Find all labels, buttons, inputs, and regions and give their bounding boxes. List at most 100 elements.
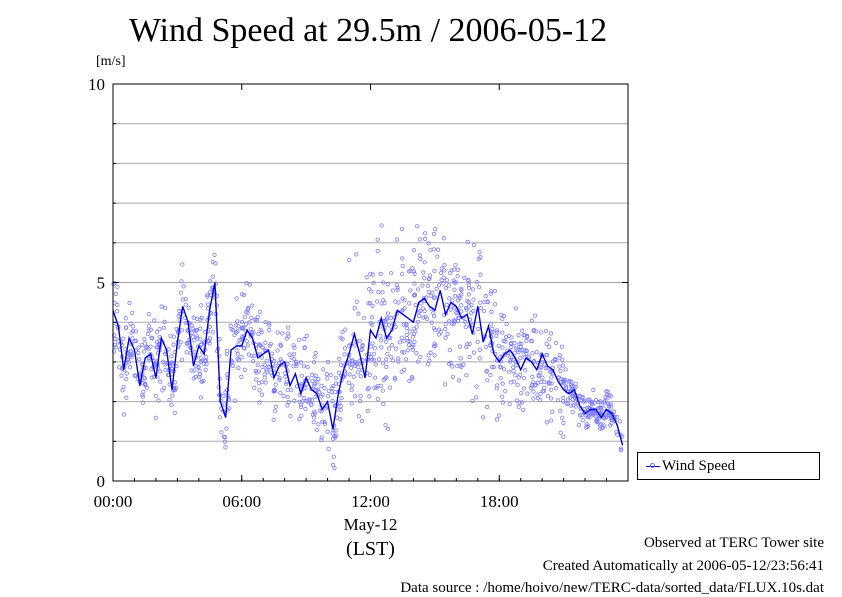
- data-point: [428, 293, 433, 298]
- data-point: [421, 270, 426, 275]
- data-point: [331, 383, 336, 389]
- data-point: [157, 327, 162, 332]
- data-point: [599, 402, 604, 407]
- data-point: [263, 380, 268, 385]
- data-point: [358, 374, 363, 379]
- data-point: [241, 292, 246, 298]
- data-point: [392, 377, 398, 382]
- data-point: [130, 336, 135, 341]
- data-point: [410, 334, 416, 339]
- data-point: [272, 409, 278, 414]
- data-point: [124, 376, 129, 382]
- data-point: [119, 373, 124, 378]
- data-point: [198, 355, 203, 360]
- data-point: [129, 354, 134, 360]
- data-point: [161, 385, 167, 390]
- data-point: [307, 397, 312, 402]
- data-point: [266, 364, 271, 369]
- data-point: [466, 277, 471, 283]
- data-point: [432, 268, 437, 274]
- data-point: [425, 283, 431, 288]
- data-point: [422, 231, 428, 236]
- data-point: [191, 315, 196, 320]
- data-point: [174, 326, 179, 332]
- data-point: [451, 321, 456, 326]
- data-point: [154, 340, 160, 345]
- data-point: [257, 400, 262, 405]
- data-point: [278, 343, 283, 348]
- data-point: [221, 434, 226, 440]
- data-point: [260, 345, 265, 350]
- footer-data-source: Data source : /home/hoivo/new/TERC-data/…: [400, 580, 824, 596]
- data-point: [383, 423, 388, 428]
- data-point: [190, 326, 195, 331]
- data-point: [350, 383, 355, 388]
- data-point: [234, 296, 239, 301]
- data-point: [203, 359, 208, 364]
- data-point: [508, 342, 514, 347]
- data-point: [253, 317, 258, 322]
- tick-labels-layer: 0 5 10 00:00 06:00 12:00 18:00 May-12 (LST): [88, 75, 519, 560]
- data-point: [453, 262, 458, 268]
- data-point: [488, 291, 493, 296]
- data-point: [180, 262, 185, 267]
- data-point: [141, 375, 147, 380]
- data-point: [368, 344, 374, 349]
- grid-layer: [113, 123, 628, 442]
- data-point: [500, 394, 505, 399]
- data-point: [378, 338, 383, 343]
- data-point: [400, 272, 405, 277]
- data-point: [380, 290, 385, 295]
- data-point: [529, 383, 534, 388]
- data-point: [478, 300, 483, 305]
- data-point: [394, 282, 399, 287]
- data-point: [406, 342, 412, 348]
- data-point: [415, 359, 421, 364]
- data-point: [301, 364, 306, 369]
- data-point: [534, 350, 539, 355]
- data-point: [432, 353, 437, 358]
- data-point: [553, 386, 559, 391]
- data-point: [410, 347, 415, 352]
- data-point: [225, 348, 230, 353]
- data-point: [604, 413, 610, 418]
- data-point: [434, 286, 439, 292]
- data-point: [247, 320, 252, 325]
- data-point: [239, 326, 244, 331]
- data-point: [365, 408, 370, 413]
- data-point: [424, 316, 430, 322]
- data-point: [375, 237, 380, 242]
- data-point: [311, 415, 317, 420]
- data-point: [390, 288, 395, 293]
- data-point: [558, 368, 563, 374]
- data-point: [511, 357, 516, 362]
- data-point: [447, 347, 452, 353]
- data-point: [227, 406, 232, 411]
- data-point: [465, 239, 470, 244]
- data-point: [162, 319, 167, 324]
- data-point: [207, 279, 213, 284]
- data-point: [162, 305, 168, 310]
- data-point: [355, 370, 360, 375]
- data-point: [538, 365, 543, 371]
- data-point: [402, 350, 407, 355]
- data-point: [168, 333, 173, 338]
- data-point: [443, 382, 448, 387]
- data-point: [246, 305, 251, 310]
- data-point: [310, 378, 315, 384]
- data-point: [594, 419, 599, 424]
- data-point: [461, 362, 466, 367]
- data-point: [549, 375, 554, 380]
- data-point: [313, 394, 318, 400]
- data-point: [476, 326, 481, 332]
- data-point: [239, 374, 244, 380]
- data-point: [358, 393, 363, 399]
- data-point: [241, 325, 246, 330]
- data-point: [184, 350, 189, 355]
- data-point: [584, 421, 589, 427]
- data-point: [519, 391, 524, 396]
- data-point: [217, 353, 222, 359]
- data-point: [239, 292, 244, 297]
- data-point: [195, 316, 200, 322]
- data-point: [596, 406, 601, 411]
